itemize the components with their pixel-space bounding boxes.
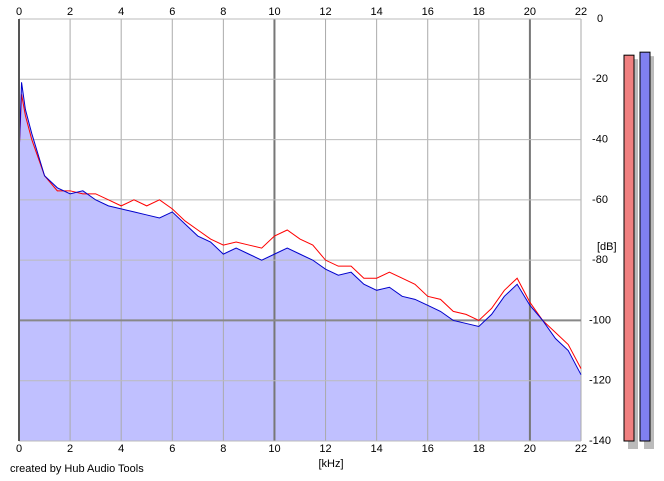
y-tick-label: -20 (592, 73, 608, 85)
x-tick-label: 6 (169, 443, 175, 455)
x-tick-label: 16 (422, 443, 434, 455)
y-tick-label: -40 (592, 133, 608, 145)
x-tick-label-top: 4 (118, 6, 124, 18)
x-tick-label: 22 (575, 443, 587, 455)
y-tick-label: -120 (589, 375, 611, 387)
y-tick-label: -80 (592, 254, 608, 266)
x-tick-label-top: 0 (16, 6, 22, 18)
x-tick-label-top: 6 (169, 6, 175, 18)
x-tick-label-top: 10 (268, 6, 280, 18)
x-axis-label: [kHz] (318, 458, 343, 470)
x-tick-label-top: 14 (371, 6, 383, 18)
meter-bar (639, 51, 651, 442)
y-tick-label: -100 (589, 314, 611, 326)
spectrum-line (18, 94, 582, 369)
x-tick-label-top: 16 (422, 6, 434, 18)
x-tick-label: 8 (220, 443, 226, 455)
x-tick-label: 14 (371, 443, 383, 455)
spectrum-line (18, 82, 582, 375)
x-tick-label-top: 12 (319, 6, 331, 18)
x-tick-label-top: 8 (220, 6, 226, 18)
x-tick-label-top: 20 (524, 6, 536, 18)
meter-bar (623, 54, 635, 442)
credit: created by Hub Audio Tools (10, 463, 144, 475)
x-tick-label: 10 (268, 443, 280, 455)
x-tick-label: 2 (67, 443, 73, 455)
y-tick-label: -60 (592, 194, 608, 206)
x-tick-label-top: 22 (575, 6, 587, 18)
y-tick-label: -140 (589, 435, 611, 447)
x-tick-label-top: 2 (67, 6, 73, 18)
y-tick-label: 0 (597, 13, 603, 25)
x-tick-label: 4 (118, 443, 124, 455)
x-tick-label: 0 (16, 443, 22, 455)
x-tick-label: 18 (473, 443, 485, 455)
x-tick-label: 20 (524, 443, 536, 455)
spectrum-area (19, 82, 581, 442)
x-tick-label-top: 18 (473, 6, 485, 18)
y-axis-label: [dB] (597, 241, 617, 253)
x-tick-label: 12 (319, 443, 331, 455)
